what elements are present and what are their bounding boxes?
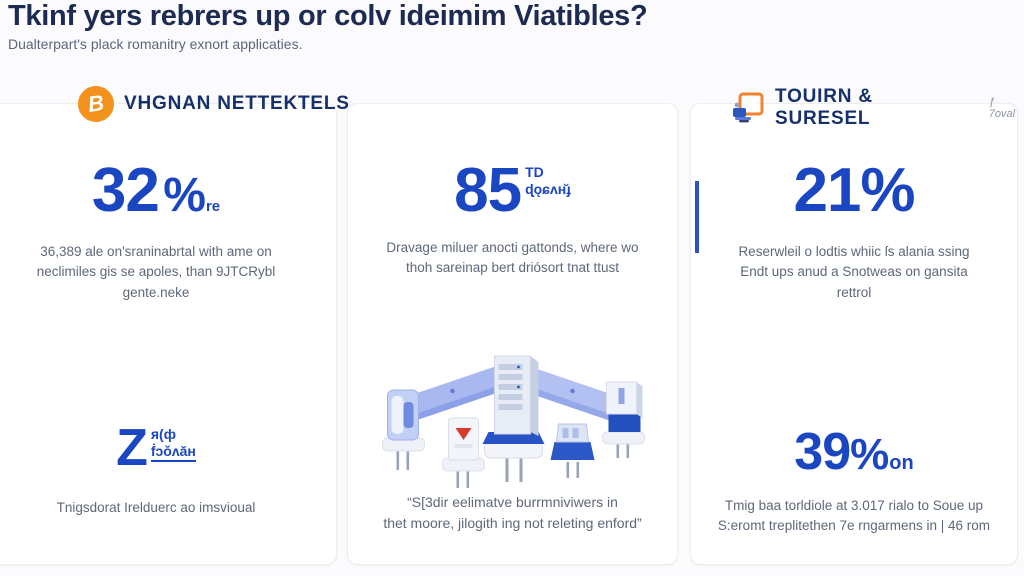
right-stat-unit: % bbox=[860, 156, 915, 225]
accent-bar bbox=[695, 181, 699, 253]
left-stat-value: 32 bbox=[91, 156, 160, 225]
middle-stat-value: 85 bbox=[454, 156, 522, 225]
right-stat-bottom-value: 39 bbox=[794, 423, 851, 481]
right-stat-value: 21 bbox=[793, 156, 861, 225]
device-icon bbox=[731, 92, 765, 124]
left-card-caption: Tnigsdorat Irelduerc ao imsvioual bbox=[56, 500, 256, 515]
stat-card-middle: 85 TD ɖǫɕʌн̆ɟ Dravage miluer anocti gatton… bbox=[347, 103, 678, 565]
left-stat-suffix: re bbox=[205, 198, 221, 215]
right-card-header-label: TOUIRN & SURESEL bbox=[775, 86, 873, 129]
stat-card-right: 21% Reserwleil o lodtis whiic ſs alania … bbox=[690, 103, 1018, 565]
right-stat-bottom-suffix: on bbox=[889, 452, 914, 474]
left-stat-bottom-value: Z bbox=[116, 419, 148, 477]
left-stat-bottom-suffix: я(ф ḟɔǒʌăн bbox=[150, 426, 196, 462]
left-stat-top: 32 %re bbox=[0, 160, 336, 223]
middle-stat-suffix: TD ɖǫɕʌн̆ɟ bbox=[525, 164, 571, 197]
right-card-body: Reserwleil o lodtis whiic ſs alania ssin… bbox=[738, 244, 970, 300]
left-card-header-label: VHGNAN NETTEKTELS bbox=[124, 93, 350, 114]
middle-card-quote: “S[3dir eelimatve burrmniviwers in thet … bbox=[383, 494, 642, 531]
page-subtitle: Dualterpart's plack romanitry exnort app… bbox=[8, 36, 303, 52]
middle-stat-top: 85 TD ɖǫɕʌн̆ɟ bbox=[348, 160, 677, 222]
right-card-header-note: ƒ 7oval bbox=[988, 96, 1016, 120]
middle-card-body: Dravage miluer anocti gattonds, where wo… bbox=[386, 240, 639, 276]
bitcoin-icon: B bbox=[75, 83, 117, 125]
right-card-header: TOUIRN & SURESEL ƒ 7oval bbox=[731, 86, 1024, 130]
stat-card-left: 32 %re 36,389 ale on'sraninabrtal with a… bbox=[0, 103, 337, 565]
right-stat-bottom: 39%on bbox=[691, 426, 1017, 480]
right-stat-bottom-unit: % bbox=[850, 430, 890, 479]
left-stat-unit: % bbox=[163, 169, 206, 222]
network-illustration bbox=[370, 338, 655, 495]
left-card-body: 36,389 ale on'sraninabrtal with ame on n… bbox=[36, 244, 276, 300]
left-card-header: B VHGNAN NETTEKTELS bbox=[75, 83, 350, 125]
right-stat-top: 21% bbox=[691, 160, 1017, 222]
right-card-caption: Tmig baa torldiole at 3.017 rialo to Sou… bbox=[717, 498, 991, 534]
page-title: Tkinf yers rebrers up or colv ideimim Vi… bbox=[8, 0, 648, 32]
